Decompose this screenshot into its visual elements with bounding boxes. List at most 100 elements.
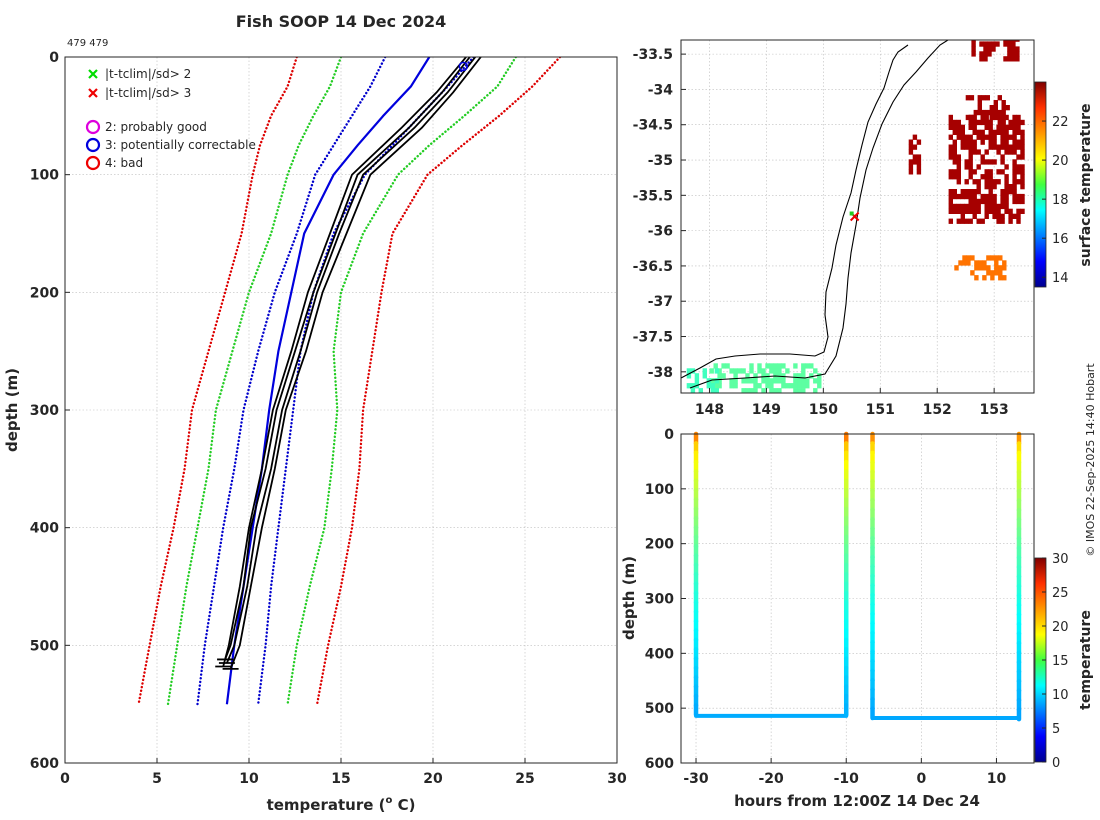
sst-cell (1020, 169, 1025, 175)
sst-cell (801, 378, 806, 384)
sst-cell (972, 139, 977, 145)
sst-cell (958, 260, 963, 266)
sst-cell (714, 388, 719, 393)
sst-cell (686, 368, 692, 374)
sst-cell (952, 139, 957, 145)
sst-cell (1003, 41, 1008, 47)
sst-cell (1012, 169, 1017, 175)
map-y-tick-label: -35.5 (633, 188, 673, 204)
sst-cell (976, 208, 981, 214)
sst-cell (988, 139, 993, 145)
sst-cell (960, 139, 965, 145)
legend-label: 4: bad (105, 156, 143, 170)
map-colorbar-label: surface temperature (1078, 103, 1094, 266)
sst-cell (777, 368, 782, 374)
sst-cell (984, 193, 989, 200)
sst-cell (991, 41, 996, 47)
sst-cell (1000, 144, 1005, 150)
sst-cell (1008, 149, 1013, 155)
sst-cell (1004, 203, 1009, 210)
sst-cell (1004, 149, 1009, 155)
sst-cell (1016, 114, 1021, 121)
sst-cell (968, 203, 973, 210)
sst-cell (997, 114, 1002, 121)
sst-cell (753, 388, 758, 393)
sst-cell (962, 255, 967, 261)
sst-cell (993, 100, 998, 106)
sst-cell (982, 275, 987, 281)
sst-cell (805, 363, 810, 369)
sst-cell (983, 41, 988, 47)
sst-cell (996, 129, 1001, 135)
sst-cell (1000, 159, 1005, 165)
sst-cell (912, 134, 918, 140)
sst-cell (908, 169, 914, 175)
section-ylabel: depth (m) (620, 556, 638, 640)
sst-cell (733, 373, 738, 379)
x-tick-label: 5 (152, 771, 162, 787)
map-sst-patches (686, 40, 1025, 393)
section-marks (693, 431, 1022, 722)
sst-cell (690, 388, 696, 393)
sst-cell (1008, 119, 1013, 126)
y-tick-label: 600 (30, 756, 59, 772)
sst-cell (972, 179, 977, 185)
sst-cell (976, 184, 981, 190)
map-colorbar-tick-label: 20 (1052, 154, 1069, 169)
sst-cell (992, 198, 997, 205)
map-colorbar-tick-label: 16 (1052, 232, 1069, 247)
sst-cell (1001, 119, 1006, 126)
sst-cell (996, 124, 1001, 130)
legend-circle-marker (85, 119, 101, 135)
sst-cell (964, 144, 969, 150)
sst-cell (1000, 203, 1005, 210)
sst-cell (983, 46, 988, 52)
sst-cell (916, 139, 922, 145)
sst-cell (1004, 144, 1009, 150)
section-x-tick-label: -30 (683, 771, 709, 787)
xlabel-unit: C) (392, 796, 415, 814)
sst-cell (809, 373, 814, 379)
section-colorbar-tick-label: 5 (1052, 722, 1060, 737)
sst-cell (964, 193, 969, 200)
sst-cell (952, 159, 957, 165)
sst-cell (761, 368, 766, 374)
sst-cell (729, 368, 734, 374)
section-y-tick-label: 500 (645, 701, 674, 717)
sst-cell (710, 388, 715, 393)
sst-cell (960, 208, 965, 214)
sst-cell (979, 51, 984, 57)
sst-cell (1000, 213, 1005, 219)
sst-cell (962, 260, 967, 266)
sst-cell (1001, 105, 1006, 111)
sst-cell (964, 139, 969, 145)
sst-cell (980, 129, 985, 135)
sst-cell (1012, 164, 1017, 170)
map-y-tick-label: -37 (648, 294, 673, 310)
sst-cell (1020, 129, 1025, 135)
sst-cell (753, 378, 758, 384)
x-tick-label: 15 (331, 771, 350, 787)
sst-cell (801, 388, 806, 393)
section-y-tick-label: 600 (645, 756, 674, 772)
sst-cell (741, 388, 746, 393)
sst-cell (1020, 184, 1025, 190)
sst-cell (797, 378, 802, 384)
sst-cell (1005, 105, 1010, 111)
sst-cell (765, 378, 770, 384)
sst-cell (1016, 208, 1021, 214)
sst-cell (996, 208, 1001, 214)
sst-cell (976, 129, 981, 135)
sst-cell (1012, 174, 1017, 180)
section-colorbar-tick-label: 20 (1052, 620, 1069, 635)
map-profile-marker (849, 211, 860, 222)
sst-cell (793, 383, 798, 389)
sst-cell (1020, 154, 1025, 160)
y-tick-label: 300 (30, 403, 59, 419)
sst-cell (1011, 40, 1016, 42)
y-tick-label: 400 (30, 521, 59, 537)
sst-cell (984, 203, 989, 210)
sst-cell (998, 275, 1003, 281)
sst-cell (773, 388, 778, 393)
sst-cell (1008, 189, 1013, 195)
